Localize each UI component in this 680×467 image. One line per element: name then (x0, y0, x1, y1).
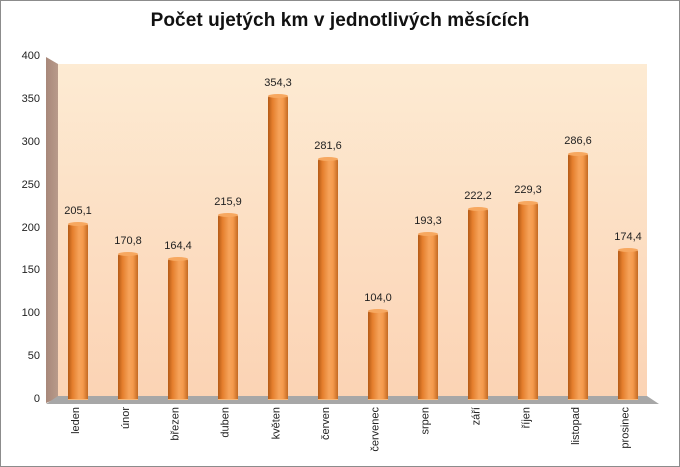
x-tick-label: duben (220, 407, 234, 467)
bar-listopad (568, 152, 588, 400)
data-label: 170,8 (114, 234, 142, 247)
data-label: 205,1 (64, 205, 92, 218)
y-tick-label: 300 (21, 135, 40, 148)
category-label: leden (70, 407, 82, 434)
category-label: duben (220, 407, 232, 438)
category-label: prosinec (620, 407, 632, 449)
data-label: 193,3 (414, 215, 442, 228)
category-label: červenec (370, 407, 382, 452)
y-tick-label: 250 (21, 178, 40, 191)
y-tick-label: 150 (21, 264, 40, 277)
x-tick-label: červenec (370, 407, 384, 467)
y-tick-label: 200 (21, 221, 40, 234)
plot-area (58, 64, 647, 398)
x-tick-label: srpen (420, 407, 434, 467)
x-tick-label: květen (270, 407, 284, 467)
y-tick-label: 100 (21, 307, 40, 320)
category-label: únor (120, 407, 132, 430)
data-label: 164,4 (164, 240, 192, 253)
bar-leden (68, 222, 88, 400)
chart-side-wall (46, 57, 58, 403)
bar-březen (168, 257, 188, 400)
data-label: 104,0 (364, 291, 392, 304)
data-label: 286,6 (564, 135, 592, 148)
category-label: listopad (570, 407, 582, 445)
data-label: 222,2 (464, 190, 492, 203)
data-label: 174,4 (614, 231, 642, 244)
y-tick-label: 0 (33, 393, 40, 405)
bar-červen (318, 156, 338, 400)
category-label: srpen (420, 407, 432, 435)
category-label: květen (270, 407, 282, 440)
bar-září (468, 207, 488, 400)
data-label: 281,6 (314, 139, 342, 152)
y-tick-label: 350 (21, 92, 40, 105)
category-label: říjen (520, 407, 532, 429)
bar-prosinec (618, 248, 638, 400)
bar-srpen (418, 232, 438, 400)
chart-title: Počet ujetých km v jednotlivých měsících (150, 10, 530, 31)
category-label: červen (320, 407, 332, 441)
y-tick-label: 50 (27, 350, 40, 363)
x-tick-label: říjen (520, 407, 534, 467)
data-label: 229,3 (514, 184, 542, 197)
x-tick-label: březen (170, 407, 184, 467)
x-tick-label: leden (70, 407, 84, 467)
data-label: 215,9 (214, 195, 242, 208)
bar-říjen (518, 201, 538, 400)
category-label: září (470, 407, 482, 426)
bar-duben (218, 212, 238, 400)
bar-únor (118, 251, 138, 400)
y-tick-label: 400 (21, 50, 40, 62)
category-label: březen (170, 407, 182, 441)
x-tick-label: prosinec (620, 407, 634, 467)
data-label: 354,3 (264, 77, 292, 90)
x-tick-label: září (470, 407, 484, 467)
x-tick-label: červen (320, 407, 334, 467)
x-tick-label: únor (120, 407, 134, 467)
bar-červenec (368, 308, 388, 400)
bar-květen (268, 94, 288, 400)
x-tick-label: listopad (570, 407, 584, 467)
chart-floor (46, 396, 659, 404)
